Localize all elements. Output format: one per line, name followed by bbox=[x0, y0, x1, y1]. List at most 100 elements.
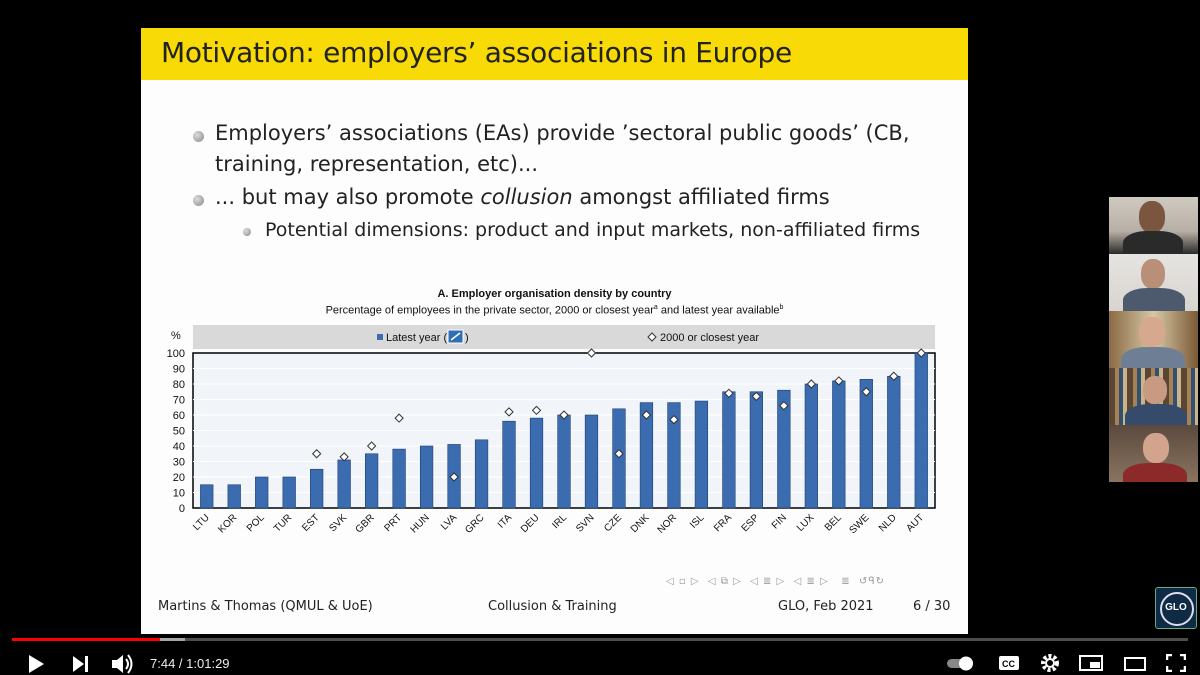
bullet-marker bbox=[193, 131, 204, 142]
x-tick-label: GBR bbox=[354, 512, 377, 535]
bar-isl bbox=[694, 400, 709, 509]
channel-logo[interactable]: GLO bbox=[1155, 587, 1197, 629]
marker-gbr bbox=[366, 441, 377, 451]
slide-title: Motivation: employers’ associations in E… bbox=[161, 36, 792, 69]
miniplayer-icon[interactable] bbox=[1079, 655, 1103, 671]
chart-title: A. Employer organisation density by coun… bbox=[437, 288, 672, 300]
bar-tur bbox=[282, 476, 296, 509]
footer-topic: Collusion & Training bbox=[488, 599, 617, 614]
x-tick-label: DNK bbox=[629, 512, 652, 535]
marker-nor bbox=[669, 414, 679, 425]
x-tick-label: ISL bbox=[688, 512, 707, 531]
x-tick-label: AUT bbox=[904, 512, 926, 534]
marker-est bbox=[311, 449, 322, 459]
marker-nld bbox=[889, 371, 899, 381]
time-display: 7:44 / 1:01:29 bbox=[150, 656, 230, 671]
bar-nor bbox=[667, 402, 681, 509]
x-tick-label: DEU bbox=[519, 512, 542, 535]
footer-authors: Martins & Thomas (QMUL & UoE) bbox=[158, 599, 373, 614]
x-tick-label: LUX bbox=[795, 512, 817, 534]
play-icon[interactable] bbox=[27, 654, 45, 674]
bar-dnk bbox=[639, 402, 654, 509]
bar-ita bbox=[502, 420, 516, 509]
settings-gear-icon[interactable] bbox=[1040, 653, 1060, 673]
legend-bars-label: Latest year ( bbox=[386, 332, 447, 344]
next-icon[interactable] bbox=[72, 655, 90, 673]
y-tick-label: 80 bbox=[173, 379, 185, 391]
y-tick-label: 90 bbox=[173, 364, 185, 376]
bar-grc bbox=[474, 439, 489, 509]
marker-lva bbox=[449, 472, 459, 482]
bar-esp bbox=[749, 391, 763, 509]
bar-nld bbox=[887, 375, 901, 509]
bar-fra bbox=[722, 391, 736, 509]
participant-video-2[interactable] bbox=[1109, 254, 1198, 311]
bar-irl bbox=[557, 414, 571, 509]
marker-prt bbox=[394, 413, 404, 423]
x-tick-label: SWE bbox=[848, 512, 872, 536]
participant-video-1[interactable] bbox=[1109, 197, 1198, 254]
slide-header: Motivation: employers’ associations in E… bbox=[141, 28, 968, 80]
participant-video-4[interactable] bbox=[1109, 368, 1198, 425]
y-tick-label: 60 bbox=[173, 410, 185, 422]
marker-ita bbox=[504, 407, 514, 417]
x-tick-label: GRC bbox=[463, 512, 487, 536]
marker-aut bbox=[916, 348, 926, 358]
bar-pol bbox=[255, 476, 269, 509]
marker-fin bbox=[779, 400, 789, 411]
x-tick-label: IRL bbox=[550, 512, 569, 531]
participant-video-3[interactable] bbox=[1109, 311, 1198, 368]
marker-lux bbox=[806, 379, 817, 389]
x-tick-label: SVN bbox=[574, 512, 596, 534]
x-tick-label: TUR bbox=[272, 512, 294, 534]
y-tick-label: 50 bbox=[173, 426, 185, 438]
marker-cze bbox=[614, 449, 624, 459]
slide: Motivation: employers’ associations in E… bbox=[141, 28, 968, 634]
legend-marker-swatch bbox=[647, 332, 657, 342]
bar-lux bbox=[804, 383, 818, 509]
x-tick-label: FRA bbox=[712, 512, 734, 534]
captions-icon[interactable]: CC bbox=[998, 655, 1020, 671]
bullet-text-1-cont: training, representation, etc)... bbox=[215, 152, 538, 176]
y-tick-label: 30 bbox=[173, 457, 185, 469]
autoplay-toggle-icon[interactable] bbox=[946, 655, 976, 671]
volume-icon[interactable] bbox=[111, 653, 135, 675]
y-tick-label: 40 bbox=[173, 441, 185, 453]
y-tick-label: 70 bbox=[173, 395, 185, 407]
y-tick-label: 10 bbox=[173, 488, 185, 500]
bar-est bbox=[310, 468, 324, 509]
chart-legend-bg bbox=[193, 325, 935, 349]
density-chart: Latest year ( ) 2000 or closest year % 0… bbox=[167, 325, 936, 536]
marker-dnk bbox=[641, 410, 652, 420]
x-tick-label: LVA bbox=[439, 512, 459, 532]
fullscreen-icon[interactable] bbox=[1166, 654, 1186, 672]
marker-fra bbox=[724, 388, 734, 399]
bar-gbr bbox=[365, 453, 379, 509]
bullet-text-2: ... but may also promote collusion among… bbox=[215, 185, 830, 209]
progress-played bbox=[12, 638, 161, 641]
legend-bar-swatch bbox=[377, 334, 383, 340]
sub-bullet-marker bbox=[243, 228, 251, 236]
beamer-navigation[interactable]: ◁ ▫ ▷ ◁ ⧉ ▷ ◁ ≣ ▷ ◁ ≣ ▷ ≣ ↺ᑫ↻ bbox=[666, 576, 886, 587]
marker-svk bbox=[339, 452, 349, 462]
participant-video-5[interactable] bbox=[1109, 425, 1198, 482]
x-tick-label: ITA bbox=[496, 512, 514, 530]
theater-mode-icon[interactable] bbox=[1124, 657, 1146, 671]
progress-bar[interactable] bbox=[12, 638, 1188, 641]
footer-page: 6 / 30 bbox=[913, 599, 951, 614]
y-tick-label: 20 bbox=[173, 472, 185, 484]
x-tick-label: SVK bbox=[327, 512, 349, 534]
bar-svk bbox=[337, 459, 351, 509]
bar-ltu bbox=[200, 484, 214, 509]
bar-aut bbox=[914, 352, 928, 509]
marker-svn bbox=[586, 348, 597, 358]
bar-kor bbox=[227, 484, 241, 509]
trend-icon-arrow bbox=[450, 332, 461, 341]
x-tick-label: BEL bbox=[823, 512, 844, 533]
chart-subtitle: Percentage of employees in the private s… bbox=[325, 304, 784, 317]
y-tick-label: 0 bbox=[179, 503, 185, 515]
x-tick-label: ESP bbox=[740, 512, 762, 534]
y-axis-unit: % bbox=[171, 330, 181, 342]
bar-svn bbox=[584, 414, 599, 509]
bullet-emphasis: collusion bbox=[480, 185, 573, 209]
